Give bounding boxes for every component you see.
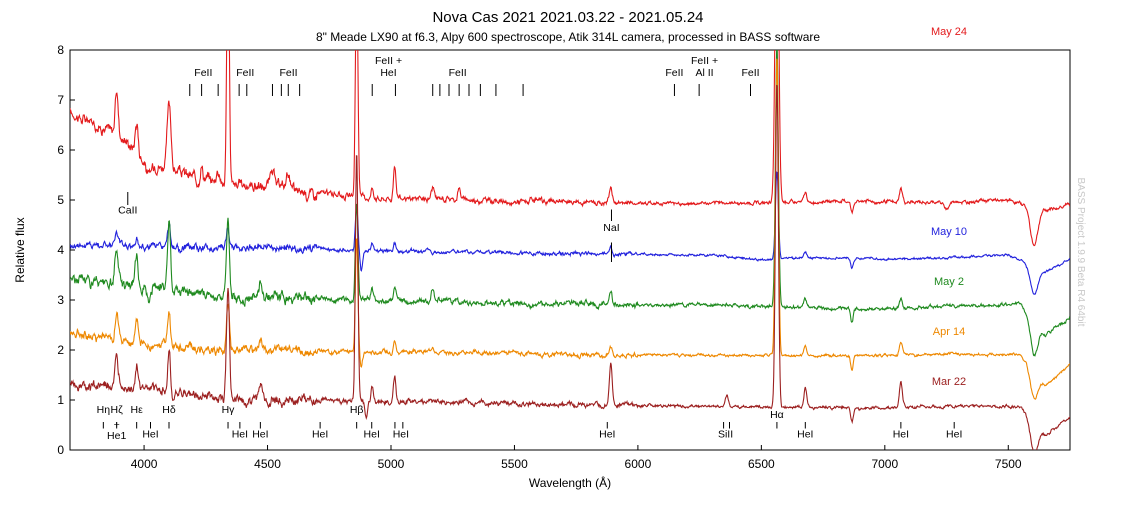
chart-subtitle: 8" Meade LX90 at f6.3, Alpy 600 spectros… [316,30,820,44]
line-id-label: NaI [603,222,619,234]
chart-title: Nova Cas 2021 2021.03.22 - 2021.05.24 [432,9,703,26]
series-label: May 24 [931,26,967,38]
series-line [70,50,1070,357]
y-tick-label: 0 [57,443,64,457]
line-id-label: Hη [97,404,111,416]
line-id-label: HeI [364,429,380,441]
y-tick-label: 3 [57,293,64,307]
line-id-label: Al II [696,67,714,79]
line-id-label: HeI [599,429,615,441]
y-tick-label: 6 [57,143,64,157]
y-axis-title: Relative flux [13,217,27,282]
line-id-label: HeI [232,429,248,441]
series-label: May 2 [934,276,964,288]
line-id-label: FeII [236,67,254,79]
series-layer [70,50,1070,450]
watermark: BASS Project 1.9.9 Beta R4 64bit [1075,178,1086,327]
line-id-label: FeII [449,67,467,79]
line-id-label: FeII + [691,55,718,67]
line-id-label: Hζ [111,404,124,416]
line-id-label: He1 [107,430,126,442]
axis-layer: 4000 4500 5000 5500 6000 6500 7000 7500 0 1 2 3 4 5 6 7… [57,43,1022,471]
series-label: Apr 14 [933,326,965,338]
series-line [70,50,1070,247]
line-id-label: HeI [797,429,813,441]
y-tick-label: 1 [57,393,64,407]
line-id-label: HeI [946,429,962,441]
line-id-label: FeII [279,67,297,79]
line-id-label: FeII + [375,55,402,67]
x-axis-title: Wavelength (Å) [529,475,611,490]
series-label: May 10 [931,226,967,238]
line-id-label: HeI [312,429,328,441]
x-tick-label: 6500 [748,457,775,471]
x-tick-label: 4000 [131,457,158,471]
line-id-label: CaII [118,205,137,217]
x-tick-label: 7000 [871,457,898,471]
line-id-label: + [114,419,120,431]
line-id-label: Hγ [222,404,236,416]
line-id-label: Hβ [350,404,364,416]
x-tick-label: 5000 [378,457,405,471]
annotation-layer: May 24 May 10 May 2 Apr 14 Mar 22 FeII FeII FeI… [97,26,967,442]
y-tick-label: 7 [57,93,64,107]
y-tick-label: 4 [57,243,64,257]
line-id-label: HeI [252,429,268,441]
line-id-label: Hε [131,404,144,416]
x-tick-label: 4500 [254,457,281,471]
line-id-label: FeII [194,67,212,79]
line-id-label: Hα [770,409,784,421]
line-id-label: FeII [741,67,759,79]
line-id-label: HeI [380,67,396,79]
series-line [70,84,1070,450]
plot-area [69,49,1071,451]
line-id-label: Hδ [162,404,176,416]
x-tick-label: 7500 [995,457,1022,471]
y-tick-label: 8 [57,43,64,57]
y-tick-label: 2 [57,343,64,357]
series-line [70,58,1070,400]
line-id-label: FeII [665,67,683,79]
line-id-label: HeI [893,429,909,441]
y-tick-label: 5 [57,193,64,207]
series-line [70,171,1070,296]
line-id-label: HeI [142,429,158,441]
series-label: Mar 22 [932,376,966,388]
line-id-label: HeI [393,429,409,441]
x-tick-label: 5500 [501,457,528,471]
line-id-label: SiII [718,429,733,441]
x-tick-label: 6000 [625,457,652,471]
